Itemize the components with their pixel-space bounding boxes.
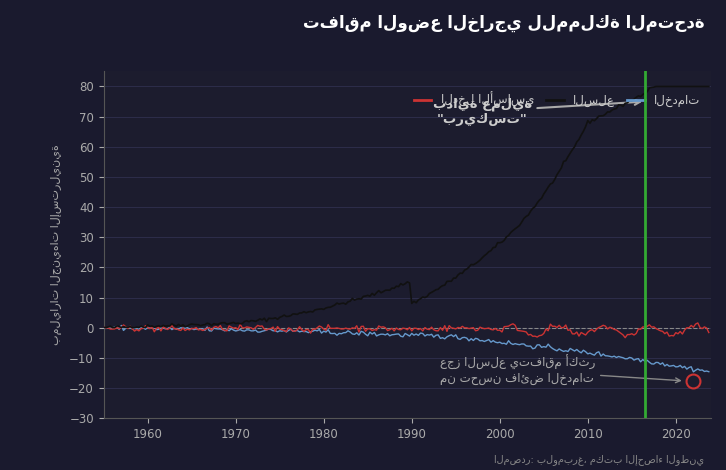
الخدمات bbox=[462, 335, 471, 341]
السلع bbox=[462, 266, 471, 272]
السلع bbox=[522, 213, 531, 219]
الخدمات bbox=[99, 325, 108, 330]
السلع bbox=[326, 305, 335, 310]
الخدمات bbox=[117, 322, 126, 328]
السلع bbox=[181, 324, 189, 329]
Text: المصدر: بلومبرغ، مكتب الإحصاء الوطني: المصدر: بلومبرغ، مكتب الإحصاء الوطني bbox=[494, 454, 704, 465]
السلع bbox=[409, 298, 418, 304]
الدخل الأساسي bbox=[179, 325, 187, 331]
الخدمات bbox=[416, 330, 425, 336]
Text: بداية عملية
"بريكست": بداية عملية "بريكست" bbox=[433, 97, 640, 125]
الدخل الأساسي bbox=[414, 327, 423, 332]
الدخل الأساسي bbox=[704, 330, 713, 336]
Line: الدخل الأساسي: الدخل الأساسي bbox=[104, 323, 709, 337]
السلع bbox=[652, 84, 661, 89]
Line: السلع: السلع bbox=[104, 86, 709, 328]
الدخل الأساسي bbox=[460, 325, 469, 331]
Y-axis label: بمليارات الجنيهات الإسترلينية: بمليارات الجنيهات الإسترلينية bbox=[52, 144, 62, 345]
الدخل الأساسي bbox=[324, 322, 333, 328]
Text: تفاقم الوضع الخارجي للمملكة المتحدة: تفاقم الوضع الخارجي للمملكة المتحدة bbox=[303, 14, 704, 32]
الخدمات bbox=[181, 325, 189, 331]
الدخل الأساسي bbox=[520, 329, 529, 334]
السلع bbox=[102, 325, 110, 330]
السلع bbox=[99, 324, 108, 330]
الدخل الأساسي bbox=[407, 328, 416, 334]
Legend: الدخل الأساسي, السلع, الخدمات: الدخل الأساسي, السلع, الخدمات bbox=[409, 88, 705, 112]
الخدمات bbox=[689, 369, 698, 375]
الخدمات bbox=[522, 343, 531, 349]
الدخل الأساسي bbox=[693, 320, 702, 326]
الخدمات bbox=[326, 330, 335, 336]
الدخل الأساسي bbox=[99, 324, 108, 329]
Line: الخدمات: الخدمات bbox=[104, 325, 709, 372]
السلع bbox=[416, 296, 425, 301]
Text: عجز السلع يتفاقم أكثر
من تحسن فائض الخدمات: عجز السلع يتفاقم أكثر من تحسن فائض الخدم… bbox=[440, 355, 680, 385]
الدخل الأساسي bbox=[621, 335, 629, 340]
الخدمات bbox=[704, 369, 713, 375]
السلع bbox=[704, 84, 713, 89]
الخدمات bbox=[409, 332, 418, 338]
